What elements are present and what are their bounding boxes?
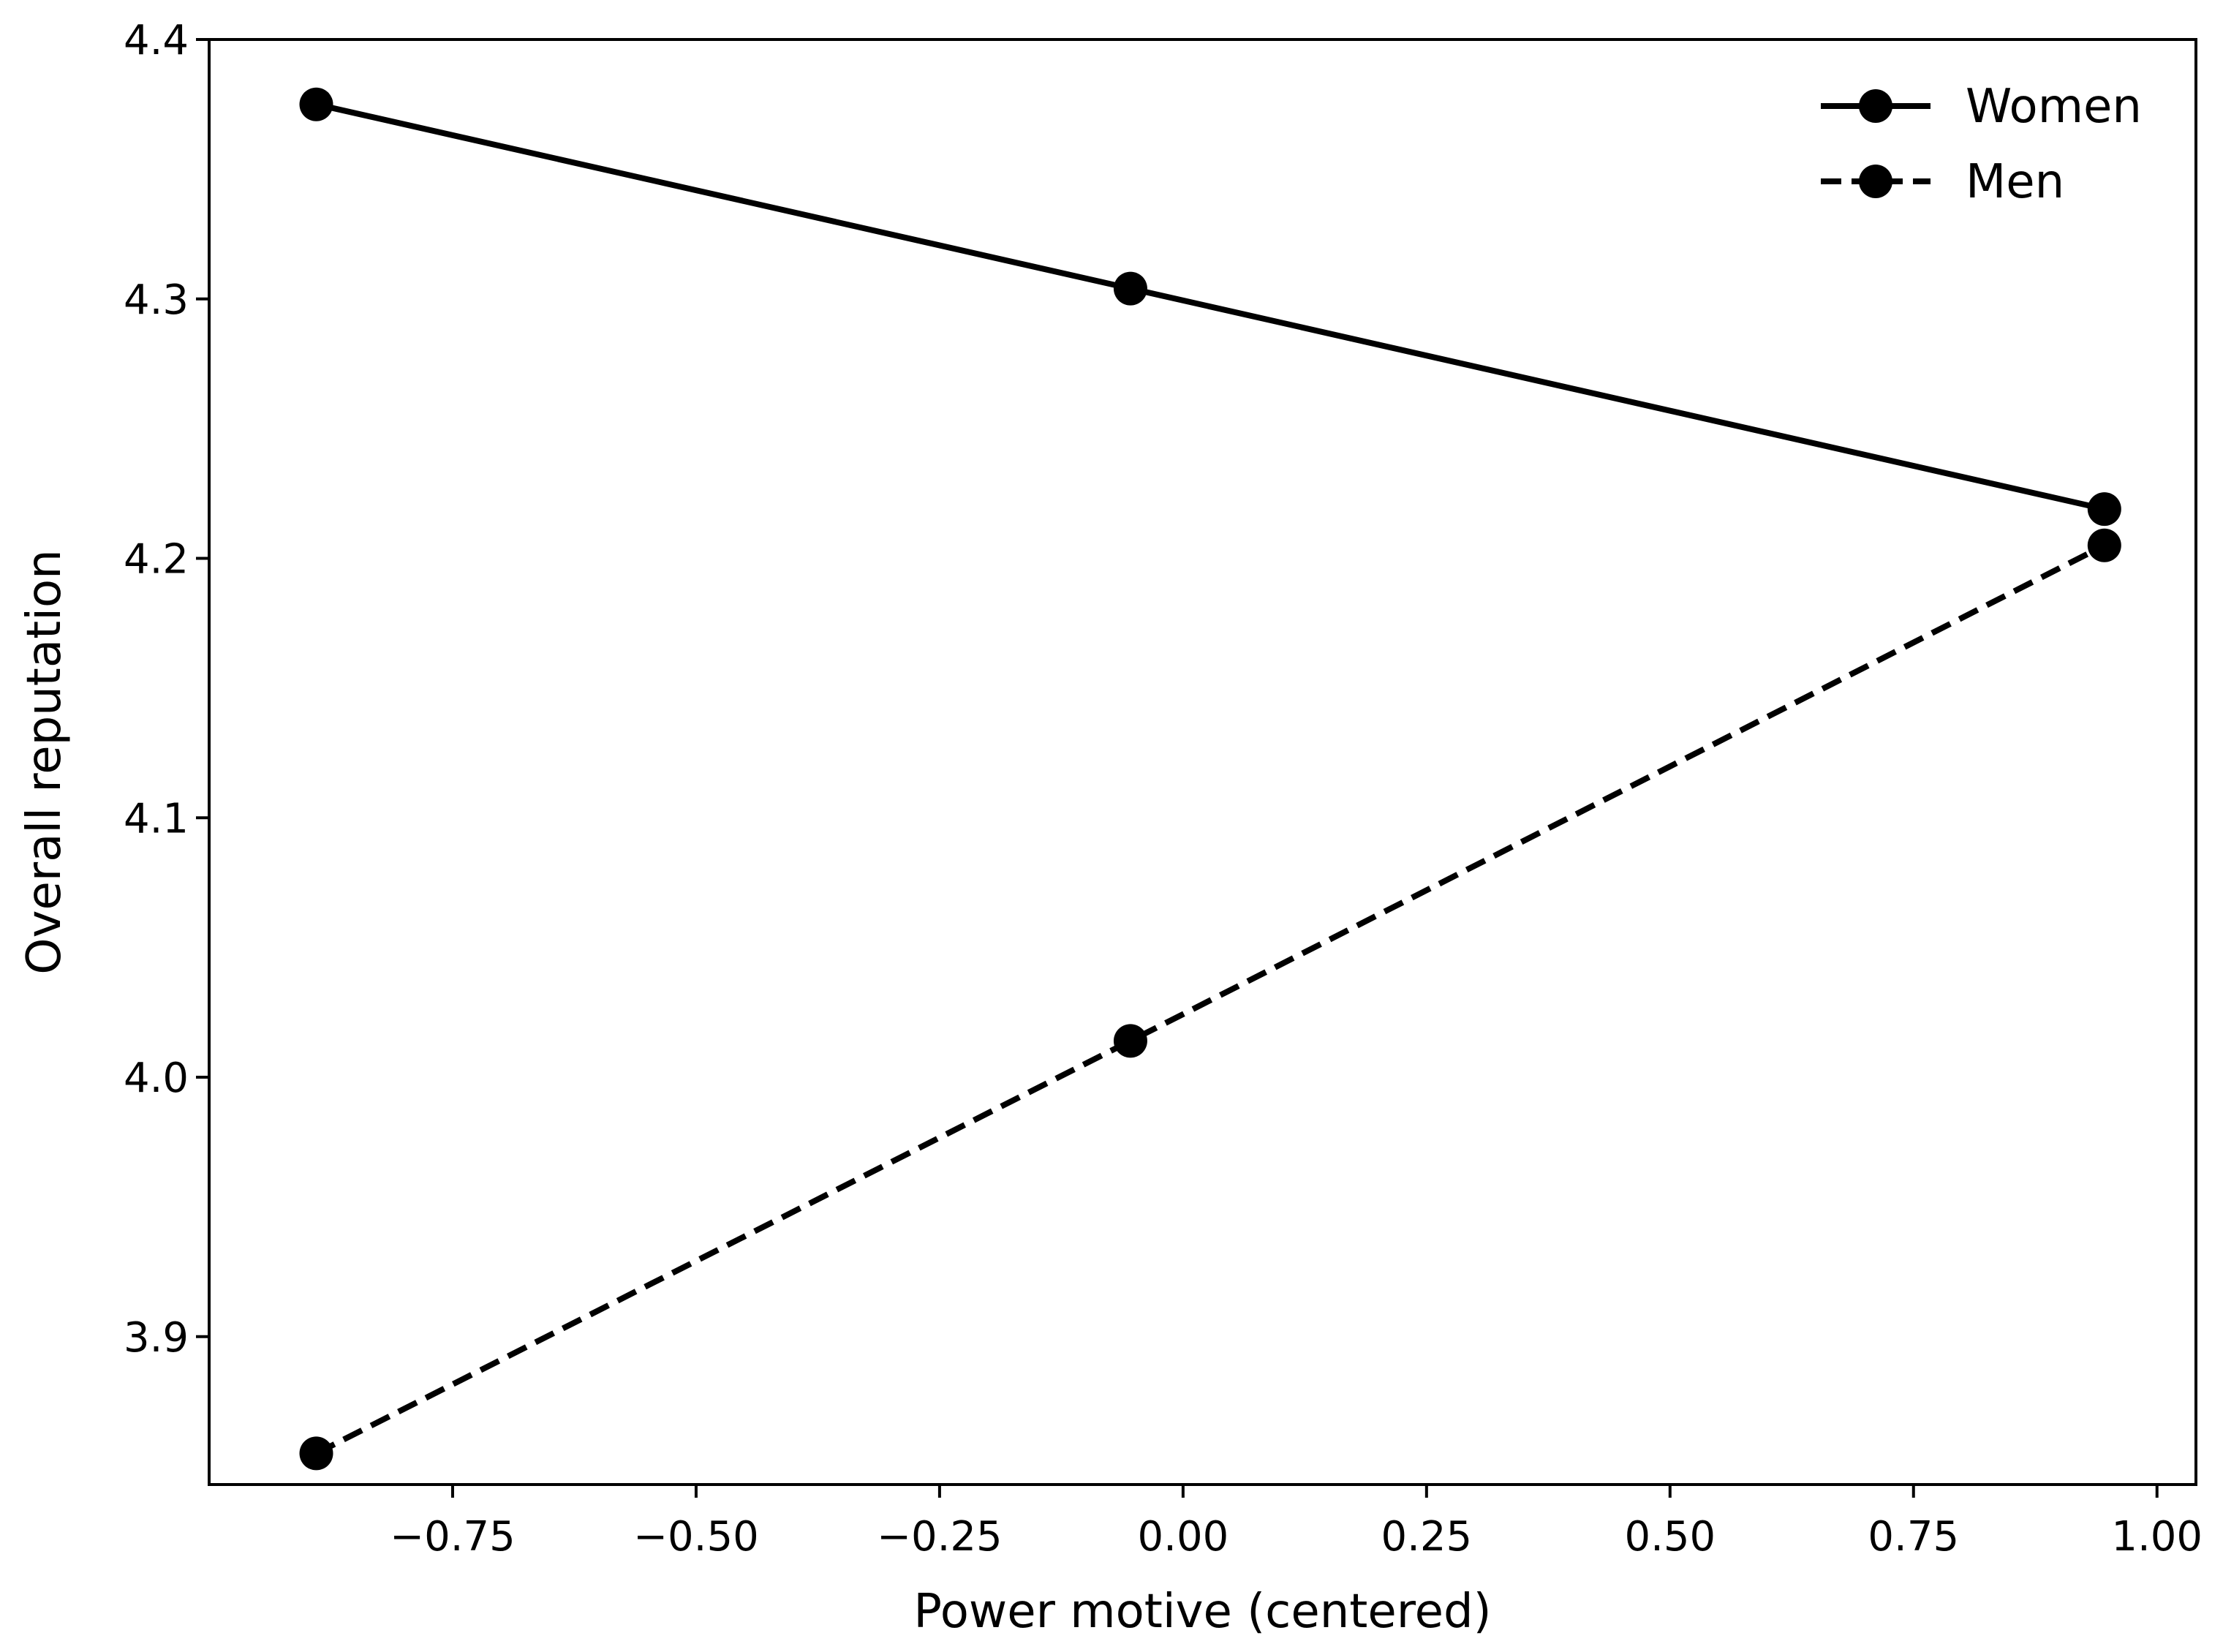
legend-marker: [1859, 89, 1892, 123]
series-women: [299, 87, 2121, 527]
y-tick-label: 4.4: [124, 17, 189, 64]
y-tick-label: 4.2: [124, 536, 189, 584]
legend-entry-men: Men: [1821, 155, 2064, 209]
y-tick-label: 4.3: [124, 276, 189, 324]
legend: Women Men: [1821, 80, 2142, 209]
x-tick-label: 0.00: [1138, 1513, 1229, 1561]
x-axis-ticks: −0.75 −0.50 −0.25 0.00 0.25 0.50 0.75 1.00: [390, 1485, 2203, 1561]
plot-frame: [208, 38, 2197, 1486]
data-point-women: [1113, 271, 1147, 306]
y-tick-label: 4.0: [124, 1055, 189, 1102]
data-point-women: [2087, 492, 2121, 527]
x-tick-label: 0.25: [1381, 1513, 1472, 1561]
y-axis-ticks: 3.9 4.0 4.1 4.2 4.3 4.4: [124, 17, 209, 1362]
x-tick-label: 1.00: [2111, 1513, 2203, 1561]
y-tick-label: 3.9: [124, 1314, 189, 1362]
x-tick-label: −0.75: [390, 1513, 516, 1561]
legend-entry-women: Women: [1821, 80, 2142, 134]
y-axis-label: Overall reputation: [18, 549, 72, 974]
series-men: [299, 528, 2121, 1471]
legend-label: Men: [1966, 155, 2064, 209]
data-point-men: [1113, 1024, 1147, 1058]
x-axis-label: Power motive (centered): [913, 1585, 1491, 1639]
x-tick-label: −0.25: [877, 1513, 1003, 1561]
legend-label: Women: [1966, 80, 2142, 134]
series-layer: [299, 87, 2121, 1471]
y-tick-label: 4.1: [124, 795, 189, 842]
x-tick-label: 0.50: [1624, 1513, 1716, 1561]
legend-marker: [1859, 165, 1892, 198]
data-point-men: [2087, 528, 2121, 562]
data-point-men: [299, 1436, 333, 1471]
x-tick-label: −0.50: [633, 1513, 759, 1561]
data-point-women: [299, 87, 333, 121]
x-tick-label: 0.75: [1868, 1513, 1959, 1561]
series-line-men: [314, 543, 2106, 1456]
